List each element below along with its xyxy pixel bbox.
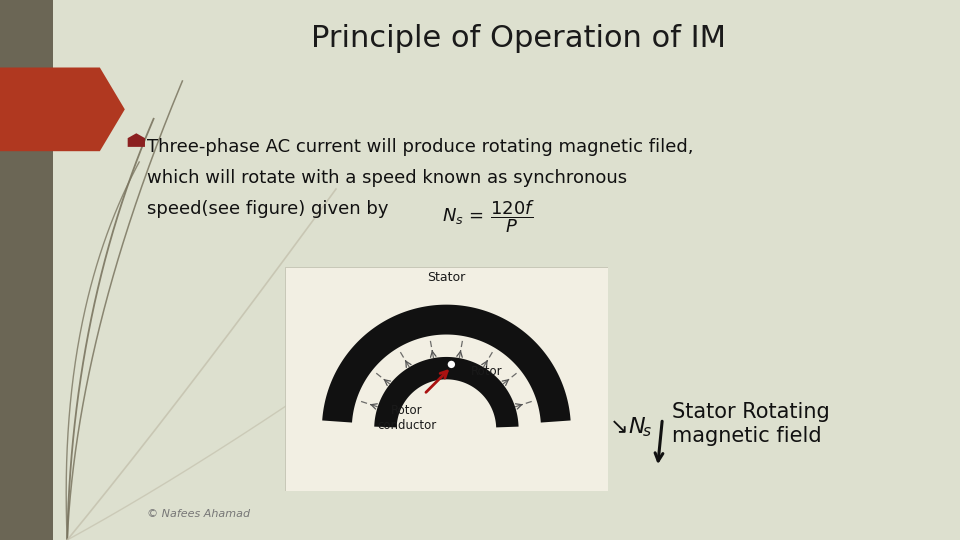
Text: Rotor: Rotor [471, 366, 503, 379]
Text: speed(see figure) given by: speed(see figure) given by [147, 200, 395, 218]
Text: $\searrow\!N_{\!s}$: $\searrow\!N_{\!s}$ [605, 416, 653, 440]
Text: © Nafees Ahamad: © Nafees Ahamad [147, 509, 250, 519]
Text: Stator Rotating
magnetic field: Stator Rotating magnetic field [672, 402, 829, 446]
Text: Three-phase AC current will produce rotating magnetic filed,: Three-phase AC current will produce rota… [147, 138, 693, 156]
Polygon shape [128, 133, 145, 147]
Circle shape [446, 360, 456, 369]
Polygon shape [323, 305, 570, 422]
Text: Stator: Stator [427, 271, 466, 284]
Bar [0, 0, 53, 540]
Text: Principle of Operation of IM: Principle of Operation of IM [311, 24, 726, 53]
Text: which will rotate with a speed known as synchronous: which will rotate with a speed known as … [147, 169, 627, 187]
Polygon shape [374, 357, 518, 428]
Text: Rotor
conductor: Rotor conductor [377, 404, 436, 432]
Text: $N_s\,=\,\dfrac{120f}{P}$: $N_s\,=\,\dfrac{120f}{P}$ [442, 198, 535, 235]
Polygon shape [0, 68, 125, 151]
